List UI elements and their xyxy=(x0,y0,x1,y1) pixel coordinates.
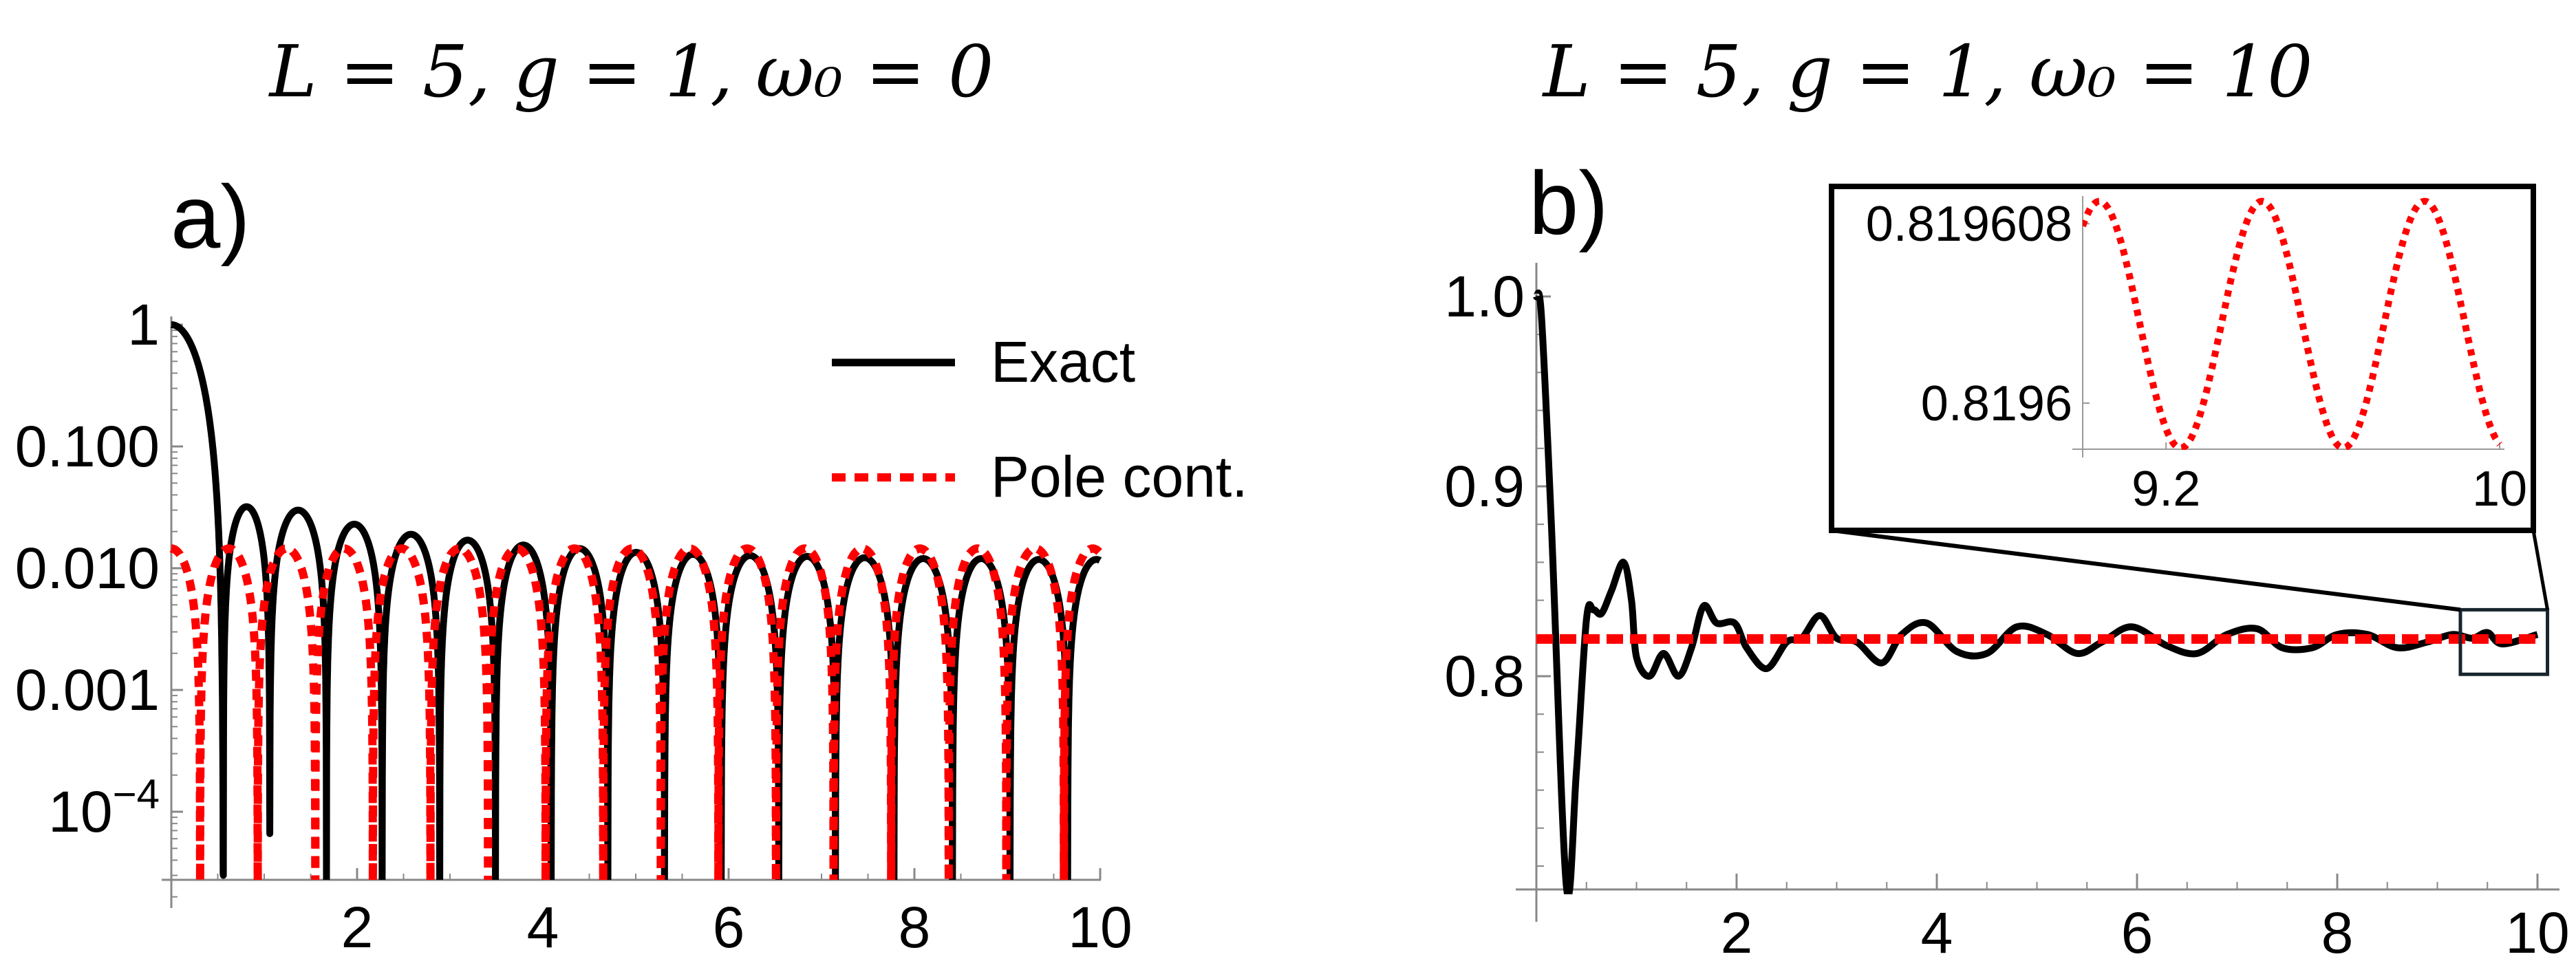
y-tick-label: 0.100 xyxy=(15,414,160,479)
zoom-connector-right xyxy=(2531,530,2550,610)
panel-a-title: L = 5, g = 1, ω₀ = 0 xyxy=(268,30,994,114)
x-tick-label: 4 xyxy=(1921,900,1953,961)
panel-b-title: L = 5, g = 1, ω₀ = 10 xyxy=(1542,30,2313,114)
panel-b-tick-labels: 2 4 6 8 10 1.0 0.9 0.8 xyxy=(1444,264,2570,961)
y-tick-label: 0.8 xyxy=(1444,644,1525,709)
x-tick-label: 4 xyxy=(527,895,559,960)
panel-a: L = 5, g = 1, ω₀ = 0 a) 2 4 6 8 10 1 0.100 0.01… xyxy=(15,30,1248,960)
inset-x-tick-label: 10 xyxy=(2472,462,2527,517)
y-tick-label: 10−4 xyxy=(48,771,160,844)
panel-a-series xyxy=(168,321,1104,880)
y-tick-label: 1 xyxy=(127,292,160,357)
inset-y-tick-label: 0.819608 xyxy=(1866,197,2072,252)
inset-frame xyxy=(1829,184,2536,533)
panel-a-label: a) xyxy=(171,166,250,267)
inset-plot: 9.2 10 0.819608 0.8196 xyxy=(1829,184,2536,533)
legend-label-exact: Exact xyxy=(991,330,1135,394)
panel-b-label: b) xyxy=(1529,153,1609,253)
legend: Exact Pole cont. xyxy=(832,330,1248,509)
zoom-connector-left xyxy=(1831,528,2461,612)
panel-b-series xyxy=(1533,289,2539,894)
inset-axes: 9.2 10 0.819608 0.8196 xyxy=(1866,196,2527,517)
x-tick-label: 6 xyxy=(2121,900,2154,961)
y-tick-label: 0.9 xyxy=(1444,454,1525,519)
tick-label-base: 10 xyxy=(48,779,112,844)
x-tick-label: 8 xyxy=(899,895,931,960)
y-tick-label: 1.0 xyxy=(1444,264,1525,329)
x-tick-label: 10 xyxy=(1068,895,1132,960)
inset-x-tick-label: 9.2 xyxy=(2132,462,2200,517)
tick-label-exponent: −4 xyxy=(113,771,160,817)
x-tick-label: 6 xyxy=(713,895,745,960)
y-tick-label: 0.001 xyxy=(15,658,160,722)
x-tick-label: 2 xyxy=(1721,900,1753,961)
y-tick-label: 0.010 xyxy=(15,536,160,601)
legend-label-pole: Pole cont. xyxy=(991,444,1248,509)
zoom-indicator xyxy=(1831,528,2550,676)
zoom-box xyxy=(2458,607,2550,676)
x-tick-label: 8 xyxy=(2321,900,2354,961)
series-exact-line xyxy=(168,321,1104,880)
x-tick-label: 2 xyxy=(341,895,374,960)
panel-b: L = 5, g = 1, ω₀ = 10 b) 2 4 6 8 10 1.0 0.9 0.8… xyxy=(1444,30,2570,961)
series-pole-line xyxy=(169,544,1104,880)
inset-y-tick-label: 0.8196 xyxy=(1921,376,2072,431)
panel-b-axes xyxy=(1516,263,2559,922)
x-tick-label: 10 xyxy=(2505,900,2569,961)
series-exact-line xyxy=(1533,289,2539,894)
